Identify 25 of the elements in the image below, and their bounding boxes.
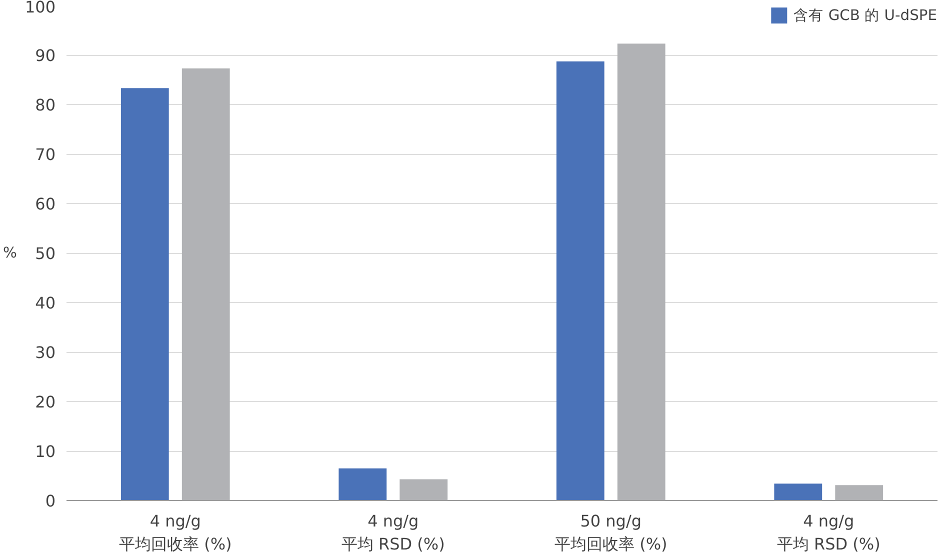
x-tick-label: 4 ng/g 平均回收率 (%) <box>118 512 232 554</box>
y-tick-label: 40 <box>35 294 56 312</box>
y-tick-label: 80 <box>35 96 56 114</box>
y-tick-label: 50 <box>35 244 56 263</box>
bar <box>835 485 884 500</box>
y-tick-label: 10 <box>35 442 56 461</box>
bar <box>120 88 169 500</box>
bar <box>556 61 604 500</box>
x-tick-label: 50 ng/g 平均回收率 (%) <box>554 512 668 554</box>
bar <box>338 468 387 500</box>
x-tick-label: 4 ng/g 平均 RSD (%) <box>341 512 445 554</box>
bar <box>617 44 666 500</box>
x-tick-label: 4 ng/g 平均 RSD (%) <box>776 512 880 554</box>
legend-label: 含有 GCB 的 U-dSPE <box>794 6 937 24</box>
y-tick-label: 100 <box>24 0 56 16</box>
y-axis-title: % <box>3 244 18 262</box>
y-tick-label: 20 <box>35 392 56 412</box>
y-tick-label: 90 <box>35 46 56 65</box>
bar <box>400 479 448 500</box>
y-tick-label: 70 <box>35 145 56 164</box>
y-tick-label: 0 <box>45 492 56 510</box>
bar <box>182 68 230 500</box>
y-tick-label: 30 <box>35 343 56 362</box>
y-tick-label: 60 <box>35 194 56 214</box>
bar <box>774 484 822 500</box>
